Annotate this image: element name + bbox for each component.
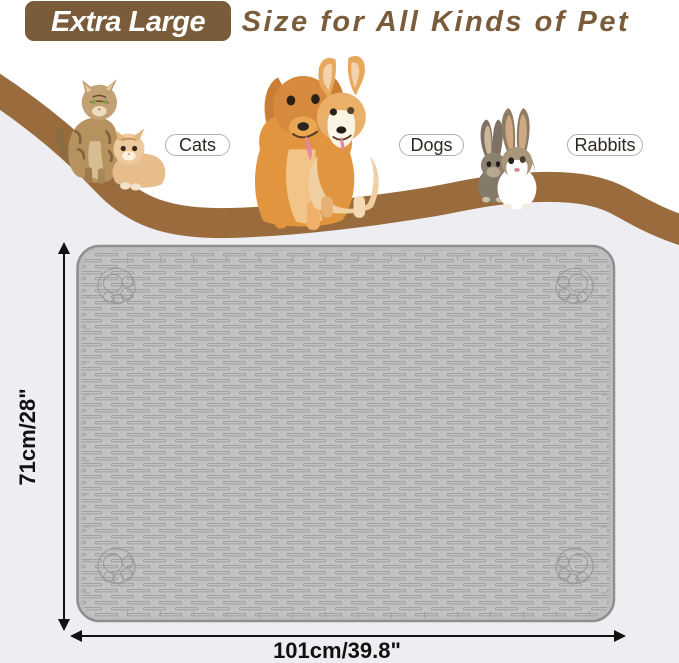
svg-text:101cm/39.8": 101cm/39.8" <box>273 638 401 663</box>
svg-text:71cm/28": 71cm/28" <box>15 388 40 485</box>
